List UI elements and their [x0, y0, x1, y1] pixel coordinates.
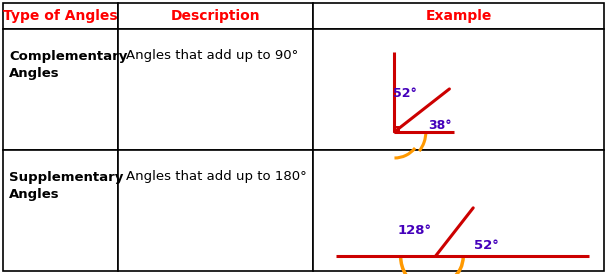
Text: 38°: 38°: [429, 119, 452, 132]
Text: 52°: 52°: [474, 239, 499, 252]
Bar: [313, 29, 604, 150]
Text: Angles that add up to 90°: Angles that add up to 90°: [126, 49, 298, 62]
Bar: [313, 150, 604, 271]
Text: Type of Angles: Type of Angles: [3, 9, 118, 23]
Text: Example: Example: [426, 9, 492, 23]
Bar: [3, 150, 118, 271]
Text: Complementary
Angles: Complementary Angles: [9, 50, 127, 80]
Bar: [118, 150, 313, 271]
Text: Supplementary
Angles: Supplementary Angles: [9, 171, 123, 201]
Bar: [118, 29, 313, 150]
Text: 128°: 128°: [398, 224, 432, 236]
Bar: [3, 29, 118, 150]
Bar: [118, 3, 313, 29]
Text: Description: Description: [171, 9, 260, 23]
Bar: [313, 3, 604, 29]
Bar: [3, 3, 118, 29]
Text: 52°: 52°: [393, 87, 416, 99]
Text: Angles that add up to 180°: Angles that add up to 180°: [126, 170, 307, 183]
